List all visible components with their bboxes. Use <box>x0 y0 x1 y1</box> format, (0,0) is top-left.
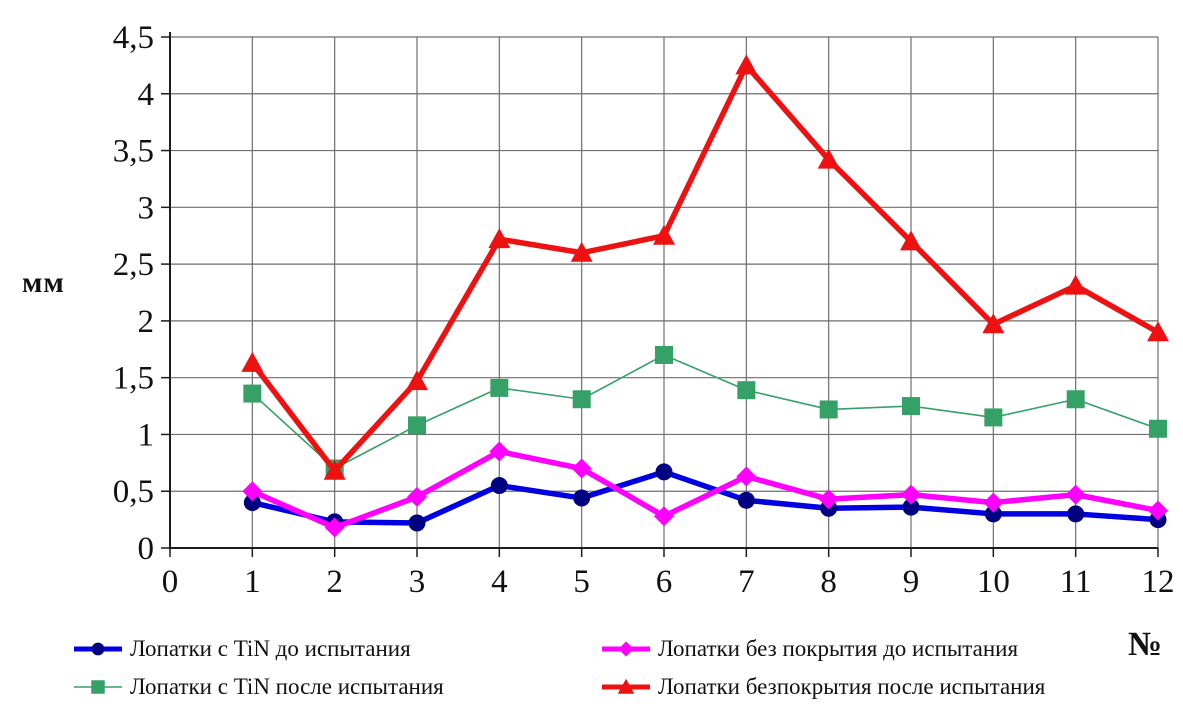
svg-text:1: 1 <box>244 564 261 600</box>
legend-label: Лопатки без покрытия до испытания <box>658 636 1019 661</box>
svg-text:2: 2 <box>138 304 155 340</box>
legend-item-tin-before: Лопатки с TiN до испытания <box>72 636 600 662</box>
svg-text:0: 0 <box>138 531 155 567</box>
svg-text:4: 4 <box>491 564 508 600</box>
svg-text:4,5: 4,5 <box>113 20 154 56</box>
legend-marker-diamond-icon <box>602 641 650 657</box>
legend-item-uncoated-before: Лопатки без покрытия до испытания <box>600 636 1082 662</box>
legend-label: Лопатки с TiN после испытания <box>130 674 444 699</box>
svg-text:3: 3 <box>409 564 426 600</box>
legend-label: Лопатки безпокрытия после испытания <box>658 674 1046 699</box>
svg-text:2: 2 <box>326 564 343 600</box>
svg-text:1: 1 <box>138 417 155 453</box>
y-axis-unit-label: мм <box>22 266 65 299</box>
svg-text:11: 11 <box>1060 564 1092 600</box>
svg-text:5: 5 <box>573 564 590 600</box>
legend-label: Лопатки с TiN до испытания <box>130 636 411 661</box>
svg-text:3,5: 3,5 <box>113 134 154 170</box>
legend-item-tin-after: Лопатки с TiN после испытания <box>72 674 600 700</box>
legend-marker-square-icon <box>74 680 122 694</box>
svg-text:10: 10 <box>977 564 1010 600</box>
legend: Лопатки с TiN до испытания Лопатки без п… <box>72 636 1082 700</box>
svg-text:1,5: 1,5 <box>113 361 154 397</box>
legend-marker-triangle-icon <box>602 679 650 694</box>
svg-text:6: 6 <box>656 564 673 600</box>
svg-text:9: 9 <box>903 564 920 600</box>
svg-text:7: 7 <box>738 564 755 600</box>
svg-text:0: 0 <box>162 564 179 600</box>
svg-text:4: 4 <box>138 77 155 113</box>
svg-text:12: 12 <box>1142 564 1175 600</box>
x-axis-unit-label: № <box>1128 626 1163 663</box>
legend-item-uncoated-after: Лопатки безпокрытия после испытания <box>600 674 1082 700</box>
svg-text:3: 3 <box>138 190 155 226</box>
svg-text:2,5: 2,5 <box>113 247 154 283</box>
legend-marker-circle-icon <box>74 642 122 656</box>
svg-text:8: 8 <box>820 564 837 600</box>
svg-text:0,5: 0,5 <box>113 474 154 510</box>
